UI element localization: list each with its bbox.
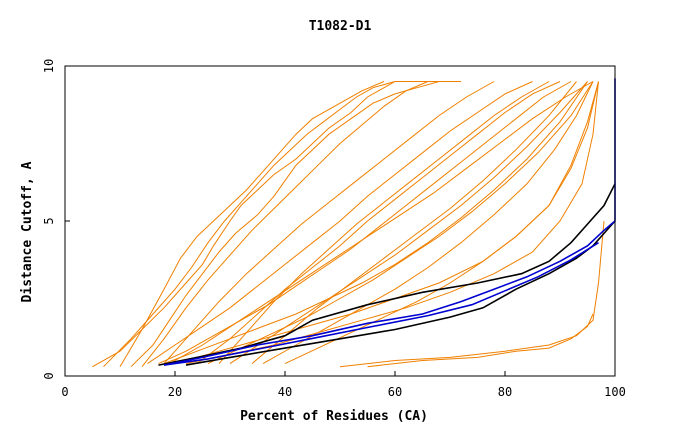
series-line-orange-8 bbox=[119, 81, 385, 367]
series-line-orange-20 bbox=[367, 313, 594, 368]
x-tick-label: 60 bbox=[388, 385, 402, 399]
y-tick-label: 0 bbox=[42, 372, 56, 379]
series-line-orange-3 bbox=[147, 81, 533, 365]
series-line-orange-19 bbox=[339, 220, 605, 368]
chart-title: T1082-D1 bbox=[309, 19, 372, 34]
series-line-blue-23 bbox=[163, 78, 616, 366]
series-line-black-21 bbox=[158, 183, 616, 366]
series-line-orange-14 bbox=[207, 81, 594, 365]
x-tick-label: 40 bbox=[278, 385, 292, 399]
series-layer bbox=[92, 78, 616, 368]
series-line-orange-9 bbox=[196, 81, 561, 364]
series-line-orange-10 bbox=[218, 81, 550, 364]
series-line-orange-2 bbox=[130, 81, 461, 368]
series-line-orange-12 bbox=[141, 81, 429, 368]
series-line-orange-11 bbox=[229, 81, 588, 365]
y-axis: 0 5 10 bbox=[42, 59, 70, 380]
series-line-orange-6 bbox=[174, 81, 599, 365]
series-line-orange-4 bbox=[158, 81, 572, 365]
series-line-orange-13 bbox=[169, 81, 594, 365]
y-tick-label: 5 bbox=[42, 217, 56, 224]
y-axis-label: Distance Cutoff, A bbox=[20, 161, 35, 302]
x-axis-label: Percent of Residues (CA) bbox=[240, 409, 428, 424]
series-line-orange-18 bbox=[284, 81, 599, 365]
series-line-orange-15 bbox=[251, 81, 577, 364]
series-line-orange-0 bbox=[92, 81, 450, 368]
x-tick-label: 0 bbox=[61, 385, 68, 399]
x-tick-label: 80 bbox=[498, 385, 512, 399]
series-line-orange-17 bbox=[262, 81, 594, 365]
x-tick-label: 20 bbox=[168, 385, 182, 399]
series-line-blue-24 bbox=[163, 242, 599, 366]
series-line-orange-5 bbox=[163, 81, 588, 365]
y-tick-label: 10 bbox=[42, 59, 56, 73]
series-line-orange-1 bbox=[103, 81, 396, 368]
series-line-orange-16 bbox=[163, 81, 495, 364]
x-tick-label: 100 bbox=[604, 385, 626, 399]
x-axis: 0 20 40 60 80 100 bbox=[61, 371, 626, 399]
